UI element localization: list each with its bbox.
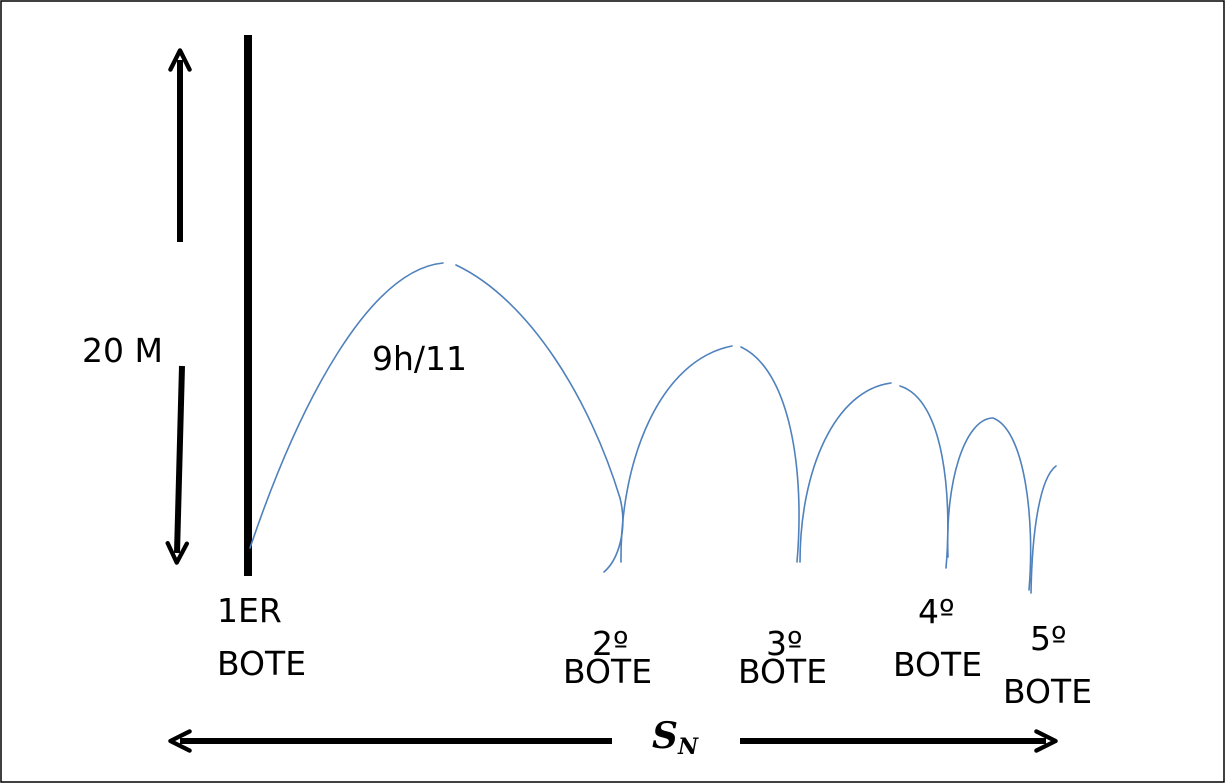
height-arrow-down — [165, 365, 190, 565]
bounce-label-1-line1: 1ER — [217, 591, 282, 630]
trajectory-arc-5 — [1030, 465, 1057, 594]
distance-symbol-main: S — [652, 715, 678, 757]
trajectory-arc-2b — [740, 346, 800, 563]
bounce-label-2-line1: 2º — [592, 624, 629, 663]
distance-symbol: SN — [652, 718, 698, 758]
trajectory-arc-4 — [946, 417, 993, 558]
bounce-label-5-line1: 5º — [1030, 619, 1067, 658]
trajectory-arc-4b — [992, 417, 1032, 591]
height-label: 20 M — [82, 331, 163, 370]
bounce-label-1-line2: BOTE — [217, 644, 307, 683]
trajectory-arc-2 — [620, 345, 733, 563]
trajectory-arc-3 — [799, 382, 892, 563]
bounce-label-3-line2: BOTE — [738, 652, 828, 691]
trajectory-arc-1 — [249, 262, 444, 549]
bounce-label-3-line1: 3º — [766, 624, 803, 663]
trajectory-arc-1b — [455, 264, 624, 573]
bounce-label-4-line1: 4º — [918, 592, 955, 631]
distance-symbol-subscript: N — [678, 734, 699, 760]
trajectory-arc-3b — [899, 385, 949, 569]
ratio-label: 9h/11 — [372, 339, 468, 378]
bounce-label-2-line2: BOTE — [563, 652, 653, 691]
bounce-label-4-line2: BOTE — [893, 645, 983, 684]
bounce-label-5-line2: BOTE — [1003, 672, 1093, 711]
